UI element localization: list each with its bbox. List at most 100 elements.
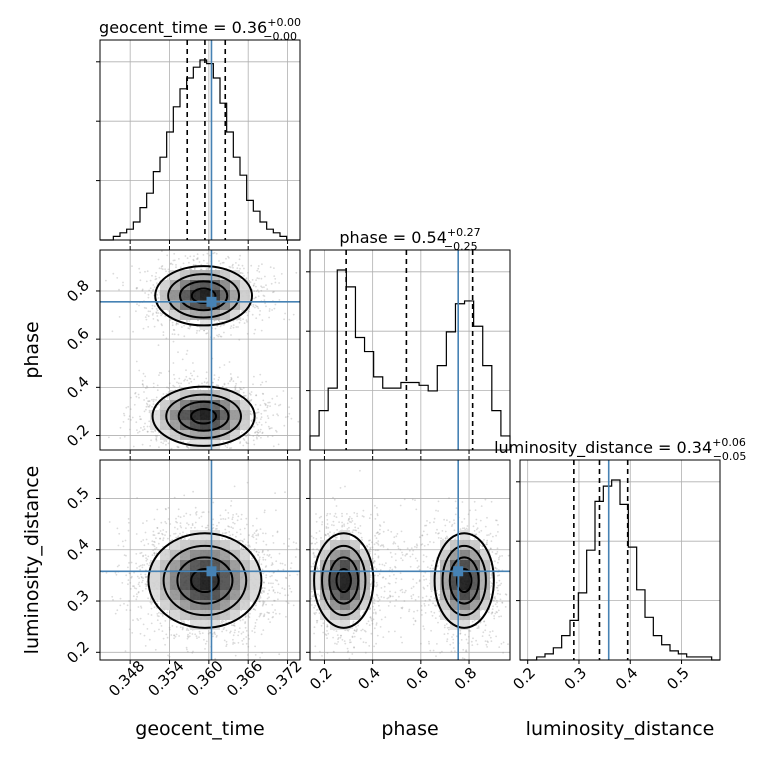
title-plus: +0.00 bbox=[267, 16, 301, 29]
sample-point bbox=[195, 258, 198, 260]
sample-point bbox=[187, 523, 190, 526]
density-cell bbox=[200, 410, 210, 420]
sample-point bbox=[164, 507, 167, 510]
sample-point bbox=[290, 397, 293, 400]
sample-point bbox=[227, 525, 230, 527]
sample-point bbox=[164, 620, 167, 622]
sample-point bbox=[242, 631, 245, 633]
sample-point bbox=[165, 443, 167, 446]
sample-point bbox=[288, 412, 291, 415]
sample-point bbox=[195, 332, 198, 334]
sample-point bbox=[229, 534, 232, 537]
sample-point bbox=[170, 262, 173, 265]
sample-point bbox=[129, 609, 132, 612]
sample-point bbox=[147, 315, 150, 318]
sample-point bbox=[144, 292, 147, 294]
sample-point bbox=[143, 399, 146, 401]
sample-point bbox=[243, 439, 246, 441]
sample-point bbox=[190, 526, 193, 529]
sample-point bbox=[153, 518, 156, 521]
panel-2-2 bbox=[516, 460, 720, 661]
sample-point bbox=[256, 437, 258, 440]
sample-point bbox=[255, 618, 258, 621]
sample-point bbox=[143, 634, 146, 637]
density-cell bbox=[180, 410, 190, 420]
sample-point bbox=[190, 380, 193, 383]
sample-point bbox=[257, 553, 259, 556]
sample-point bbox=[259, 404, 262, 407]
sample-point bbox=[124, 539, 127, 542]
sample-point bbox=[267, 549, 269, 552]
sample-point bbox=[240, 513, 243, 516]
sample-point bbox=[136, 567, 138, 569]
sample-point bbox=[270, 427, 273, 429]
sample-point bbox=[271, 574, 273, 577]
sample-point bbox=[128, 562, 130, 564]
sample-point bbox=[205, 382, 208, 384]
sample-point bbox=[264, 421, 267, 424]
sample-point bbox=[173, 333, 176, 336]
sample-point bbox=[270, 582, 272, 585]
sample-point bbox=[136, 575, 139, 578]
sample-point bbox=[144, 531, 147, 534]
sample-point bbox=[195, 511, 198, 513]
panel-1-0 bbox=[96, 246, 300, 454]
sample-point bbox=[146, 628, 149, 630]
sample-point bbox=[226, 446, 229, 449]
sample-point bbox=[185, 527, 187, 530]
sample-point bbox=[172, 384, 175, 387]
sample-point bbox=[281, 587, 284, 589]
sample-point bbox=[249, 393, 252, 396]
sample-point bbox=[165, 633, 168, 636]
sample-point bbox=[251, 557, 254, 560]
sample-point bbox=[155, 438, 158, 440]
sample-point bbox=[227, 517, 230, 519]
sample-point bbox=[154, 648, 157, 651]
sample-point bbox=[122, 421, 125, 423]
sample-point bbox=[128, 415, 131, 417]
sample-point bbox=[129, 588, 132, 590]
sample-point bbox=[150, 603, 153, 605]
sample-point bbox=[183, 379, 186, 382]
sample-point bbox=[159, 312, 162, 315]
sample-point bbox=[164, 534, 166, 536]
sample-point bbox=[171, 321, 174, 324]
sample-point bbox=[270, 556, 273, 559]
sample-point bbox=[123, 414, 126, 417]
sample-point bbox=[119, 426, 122, 429]
sample-point bbox=[145, 408, 147, 411]
sample-point bbox=[163, 440, 166, 442]
sample-point bbox=[218, 320, 221, 323]
sample-point bbox=[176, 528, 179, 530]
sample-point bbox=[185, 646, 188, 649]
sample-point bbox=[241, 272, 244, 275]
title-minus: −0.05 bbox=[713, 450, 747, 463]
sample-point bbox=[296, 573, 299, 576]
sample-point bbox=[248, 433, 251, 436]
sample-point bbox=[147, 405, 150, 408]
density-cell bbox=[160, 410, 170, 420]
sample-point bbox=[263, 286, 265, 289]
sample-point bbox=[185, 445, 188, 448]
sample-point bbox=[262, 294, 265, 297]
sample-point bbox=[134, 392, 137, 395]
sample-point bbox=[160, 372, 163, 374]
sample-point bbox=[242, 387, 245, 389]
sample-point bbox=[260, 277, 263, 280]
sample-point bbox=[253, 375, 255, 378]
sample-point bbox=[194, 506, 197, 509]
sample-point bbox=[383, 590, 386, 593]
sample-point bbox=[255, 394, 257, 397]
sample-point bbox=[278, 299, 281, 301]
sample-point bbox=[156, 600, 159, 602]
sample-point bbox=[136, 618, 139, 620]
sample-point bbox=[247, 615, 250, 617]
sample-point bbox=[258, 551, 260, 554]
sample-point bbox=[152, 530, 155, 533]
sample-point bbox=[139, 617, 142, 620]
sample-point bbox=[111, 595, 114, 598]
sample-point bbox=[228, 361, 231, 363]
sample-point bbox=[143, 428, 146, 431]
sample-point bbox=[222, 440, 225, 443]
sample-point bbox=[157, 319, 160, 322]
